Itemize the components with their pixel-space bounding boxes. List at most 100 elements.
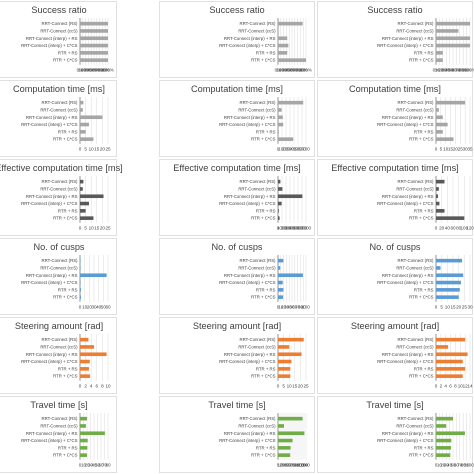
category-label: RRT-Connect (interp) + RS <box>26 194 78 199</box>
category-label: RTR + C*CS <box>53 58 78 63</box>
category-label: RTR + RS <box>414 287 434 292</box>
bar <box>80 216 93 220</box>
chart-title: Computation time [ms] <box>13 84 105 94</box>
category-label: RTR + RS <box>256 50 276 55</box>
category-label: RTR + RS <box>58 129 78 134</box>
bar <box>278 259 283 263</box>
bar <box>436 202 439 206</box>
chart-title: Travel time [s] <box>208 400 265 410</box>
x-tick-label: 0 <box>435 304 438 309</box>
bar <box>436 424 446 428</box>
category-label: RTR + RS <box>58 366 78 371</box>
bar <box>436 123 448 127</box>
category-label: RTR + C*CS <box>409 295 434 300</box>
bar <box>278 424 284 428</box>
category-label: RRT-Connect (interp) + RS <box>382 352 434 357</box>
bar <box>278 194 302 198</box>
category-label: RRT-Connect (RS) <box>240 179 277 184</box>
bar <box>436 259 462 263</box>
chart-title: No. of cusps <box>369 242 420 252</box>
x-tick-label: 80 <box>105 462 111 467</box>
bar <box>436 338 465 342</box>
bar <box>278 281 283 285</box>
category-label: RTR + RS <box>256 366 276 371</box>
x-tick-label: 100% <box>464 67 474 72</box>
bar <box>80 29 108 33</box>
bar <box>278 44 288 48</box>
category-label: RRT-Connect (RS) <box>42 258 79 263</box>
bar <box>80 130 86 134</box>
x-tick-label: 100 <box>302 304 310 309</box>
bar <box>436 51 443 55</box>
chart-panel: Travel time [s]0 102030405060708090100RRT… <box>318 397 474 473</box>
category-label: RRT-Connect (RS) <box>240 21 277 26</box>
category-label: RTR + C*CS <box>251 216 276 221</box>
x-tick-label: 700 <box>302 146 310 151</box>
category-label: RRT-Connect (interp) + RS <box>26 273 78 278</box>
category-label: RTR + RS <box>414 366 434 371</box>
x-tick-label: 140 <box>302 462 310 467</box>
chart-title: Steering amount [rad] <box>351 321 439 331</box>
x-tick-label: 5 <box>440 304 443 309</box>
bar <box>80 180 83 184</box>
chart-title: Travel time [s] <box>366 400 423 410</box>
category-label: RRT-Connect (interp) + RS <box>224 36 276 41</box>
category-label: RRT-Connect (ccS) <box>40 107 78 112</box>
chart-title: Travel time [s] <box>30 400 87 410</box>
bar <box>436 101 465 105</box>
bar <box>436 281 461 285</box>
bar <box>278 352 302 356</box>
x-tick-label: 4 <box>444 383 447 388</box>
chart-title: Effective computation time [ms] <box>173 163 301 173</box>
bar <box>80 209 86 213</box>
category-label: RTR + C*CS <box>409 58 434 63</box>
category-label: RRT-Connect (ccS) <box>396 107 434 112</box>
x-tick-label: 2 <box>440 383 443 388</box>
category-label: RTR + C*CS <box>251 58 276 63</box>
category-label: RRT-Connect (RS) <box>42 337 79 342</box>
category-label: RTR + RS <box>414 129 434 134</box>
category-label: RTR + C*CS <box>251 137 276 142</box>
chart-title: Computation time [ms] <box>191 84 283 94</box>
category-label: RRT-Connect (interp) + RS <box>382 115 434 120</box>
chart-title: No. of cusps <box>211 242 262 252</box>
bar <box>278 439 293 443</box>
category-label: RRT-Connect (RS) <box>42 100 79 105</box>
category-label: RRT-Connect (interp) + C*CS <box>21 438 78 443</box>
bar <box>80 115 102 119</box>
x-tick-label: 6 <box>449 383 452 388</box>
category-label: RTR + C*CS <box>409 216 434 221</box>
category-label: RTR + C*CS <box>409 137 434 142</box>
bar <box>278 273 303 277</box>
chart-panel: No. of cusps0 10 20 30 40 50 60RRT-Connect (RS… <box>0 239 117 315</box>
bar <box>80 36 108 40</box>
category-label: RRT-Connect (interp) + C*CS <box>219 122 276 127</box>
category-label: RRT-Connect (ccS) <box>396 423 434 428</box>
category-label: RRT-Connect (ccS) <box>396 265 434 270</box>
category-label: RTR + C*CS <box>409 453 434 458</box>
chart-title: Success ratio <box>367 5 422 15</box>
chart-panel: Computation time [ms]0 5 10 15 20 25RRT-Conne… <box>0 81 117 157</box>
bar <box>436 374 463 378</box>
bar <box>278 266 280 270</box>
bar <box>278 58 306 62</box>
bar <box>436 130 443 134</box>
x-tick-label: 6 <box>96 383 99 388</box>
bar <box>436 108 439 112</box>
bar <box>436 431 465 435</box>
bar <box>278 345 289 349</box>
category-label: RRT-Connect (interp) + C*CS <box>377 359 434 364</box>
chart-title: No. of cusps <box>33 242 84 252</box>
category-label: RRT-Connect (ccS) <box>396 344 434 349</box>
category-label: RRT-Connect (RS) <box>240 337 277 342</box>
category-label: RRT-Connect (RS) <box>240 100 277 105</box>
bar <box>80 345 94 349</box>
bar <box>80 266 81 270</box>
category-label: RTR + RS <box>414 208 434 213</box>
bar <box>436 453 450 457</box>
bar <box>436 352 468 356</box>
bar <box>80 453 87 457</box>
category-label: RTR + RS <box>256 445 276 450</box>
bar <box>278 51 287 55</box>
